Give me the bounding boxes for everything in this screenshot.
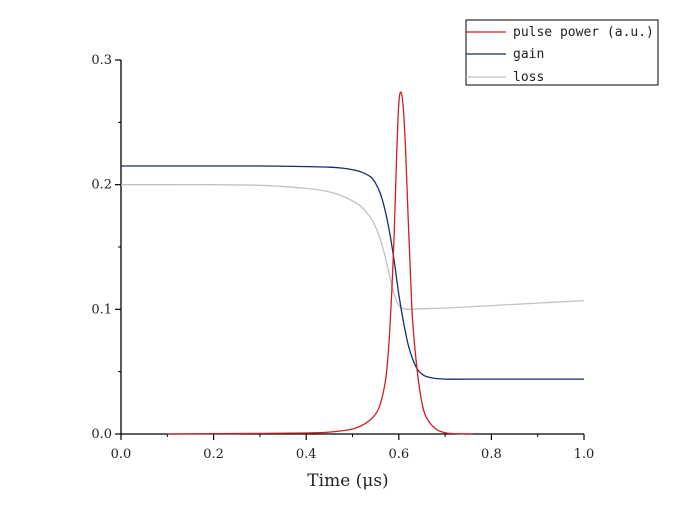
axis-ticks: 0.0 0.2 0.4 0.6 0.8 1.0 0.0 0.1 0.2 0.3 [91,53,594,462]
x-axis-title: Time (μs) [307,471,388,491]
series-line-gain [121,165,584,380]
series-layer [121,91,585,435]
series-line-loss [121,183,585,310]
legend-label-pulse-power: pulse power (a.u.) [513,25,654,40]
y-tick-label: 0.0 [91,427,112,442]
x-tick-label: 0.6 [388,447,409,462]
y-tick-label: 0.3 [91,53,112,68]
legend: pulse power (a.u.) gain loss [465,19,659,86]
x-tick-label: 0.8 [481,447,502,462]
x-tick-label: 0.0 [111,447,132,462]
legend-label-loss: loss [513,70,544,85]
x-tick-label: 0.4 [296,447,317,462]
series-line-pulse [167,91,473,435]
legend-box [465,19,659,86]
x-tick-label: 0.2 [203,447,224,462]
y-tick-label: 0.2 [91,178,112,193]
x-tick-label: 1.0 [574,447,595,462]
y-tick-label: 0.1 [91,302,112,317]
legend-label-gain: gain [513,47,544,62]
